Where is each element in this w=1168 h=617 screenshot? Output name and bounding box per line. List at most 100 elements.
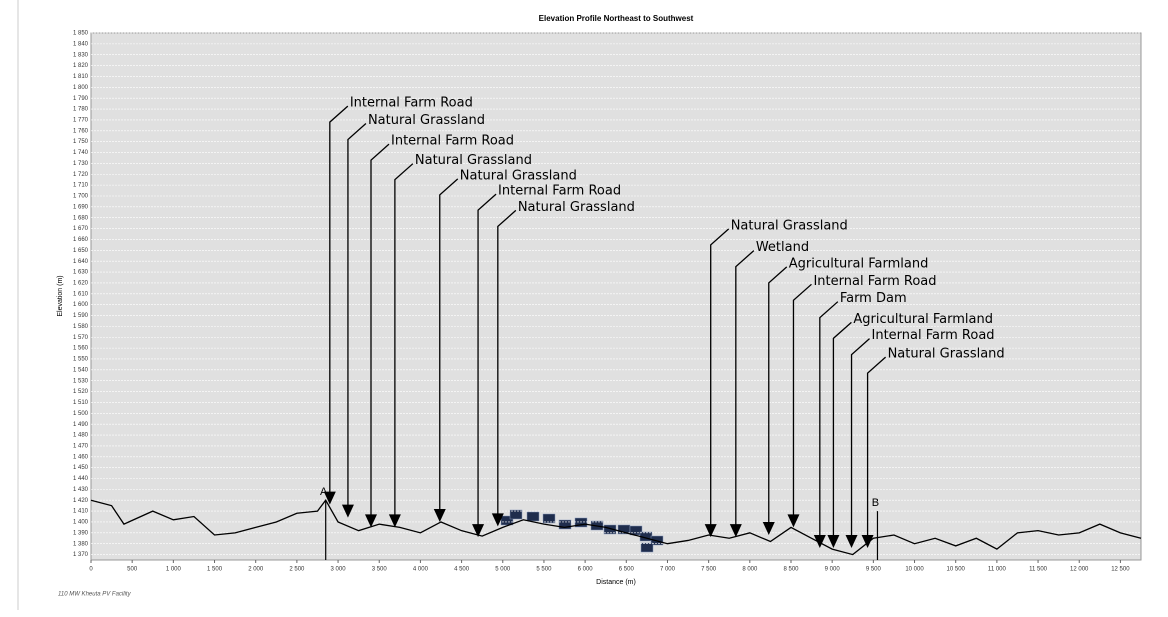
annotation-arrowhead: [365, 514, 377, 528]
annotation-leader: [477, 193, 497, 526]
y-tick-label: 1 810: [73, 74, 89, 80]
annotation-label: Natural Grassland: [888, 347, 1005, 362]
annotation-label: Internal Farm Road: [498, 184, 621, 199]
annotation-arrowhead: [845, 535, 858, 549]
y-tick-label: 1 830: [73, 52, 89, 58]
x-tick-label: 9 000: [825, 567, 841, 573]
x-tick-label: 4 000: [413, 567, 429, 573]
y-tick-label: 1 540: [73, 367, 89, 373]
y-tick-label: 1 490: [73, 422, 89, 428]
annotation-label: Natural Grassland: [460, 168, 577, 183]
y-tick-label: 1 480: [73, 433, 89, 439]
annotation-arrowhead: [787, 514, 800, 528]
y-tick-label: 1 450: [73, 465, 89, 471]
y-tick-label: 1 520: [73, 389, 89, 395]
annotation-label: Internal Farm Road: [813, 274, 936, 289]
y-tick-label: 1 500: [73, 411, 89, 417]
x-tick-label: 5 500: [536, 567, 552, 573]
y-tick-label: 1 410: [73, 509, 89, 515]
y-tick-label: 1 570: [73, 335, 89, 341]
x-tick-label: 7 500: [701, 567, 717, 573]
annotation-label: Agricultural Farmland: [853, 312, 993, 327]
x-tick-label: 0: [89, 567, 93, 573]
x-tick-label: 12 000: [1070, 567, 1089, 573]
x-tick-label: 10 500: [947, 567, 966, 573]
footer: 110 MW Kheuta PV Facility: [58, 592, 132, 598]
x-tick-label: 9 500: [866, 567, 882, 573]
y-tick-label: 1 720: [73, 172, 89, 178]
annotation-leader: [735, 250, 755, 526]
elevation-line: [90, 499, 1142, 556]
x-tick-label: 6 000: [578, 567, 594, 573]
x-tick-label: 11 500: [1029, 567, 1048, 573]
y-tick-label: 1 440: [73, 476, 89, 482]
y-tick-label: 1 690: [73, 204, 89, 210]
annotation-leader: [329, 105, 349, 493]
y-tick-label: 1 700: [73, 194, 89, 200]
annotation-arrowhead: [762, 522, 775, 536]
y-tick-label: 1 510: [73, 400, 89, 406]
annotation-leader: [347, 123, 367, 506]
annotation-leader: [819, 301, 839, 537]
x-tick-label: 7 000: [660, 567, 676, 573]
annotation-arrowhead: [491, 513, 504, 527]
y-tick-label: 1 780: [73, 107, 89, 113]
x-axis-label: Distance (m): [596, 579, 636, 586]
y-axis-label: Elevation (m): [57, 275, 64, 316]
annotation-label: Wetland: [756, 240, 809, 255]
y-tick-label: 1 460: [73, 454, 89, 460]
y-tick-label: 1 430: [73, 487, 89, 493]
y-tick-label: 1 790: [73, 96, 89, 102]
y-tick-label: 1 380: [73, 541, 89, 547]
y-tick-label: 1 470: [73, 443, 89, 449]
x-tick-label: 10 000: [905, 567, 924, 573]
annotation-label: Natural Grassland: [368, 113, 485, 128]
y-tick-label: 1 650: [73, 248, 89, 254]
point-label: A: [320, 486, 328, 498]
y-tick-label: 1 840: [73, 41, 89, 47]
y-tick-label: 1 600: [73, 302, 89, 308]
y-tick-label: 1 800: [73, 85, 89, 91]
y-tick-label: 1 680: [73, 215, 89, 221]
y-tick-label: 1 770: [73, 118, 89, 124]
y-tick-label: 1 850: [73, 31, 89, 37]
annotation-leader: [866, 356, 887, 537]
x-tick-label: 8 500: [783, 567, 799, 573]
annotation-label: Farm Dam: [840, 291, 907, 306]
y-tick-label: 1 660: [73, 237, 89, 243]
y-tick-label: 1 590: [73, 313, 89, 319]
y-tick-label: 1 760: [73, 128, 89, 134]
annotation-arrowhead: [472, 524, 485, 538]
annotation-leader: [768, 266, 788, 524]
x-tick-label: 3 000: [331, 567, 347, 573]
y-tick-label: 1 750: [73, 139, 89, 145]
y-tick-label: 1 390: [73, 530, 89, 536]
y-tick-label: 1 640: [73, 259, 89, 265]
annotation-arrowhead: [704, 524, 717, 538]
y-tick-label: 1 710: [73, 183, 89, 189]
annotation-label: Internal Farm Road: [391, 134, 514, 149]
y-tick-label: 1 610: [73, 291, 89, 297]
x-tick-label: 8 000: [742, 567, 758, 573]
annotation-arrowhead: [729, 524, 742, 538]
annotation-label: Agricultural Farmland: [789, 256, 929, 271]
y-tick-label: 1 740: [73, 150, 89, 156]
annotation-arrowhead: [323, 491, 336, 505]
annotation-label: Natural Grassland: [518, 200, 635, 215]
annotation-label: Internal Farm Road: [350, 96, 473, 111]
x-tick-label: 11 000: [988, 567, 1007, 573]
x-tick-label: 1 500: [207, 567, 223, 573]
y-tick-label: 1 630: [73, 270, 89, 276]
annotation-arrowhead: [433, 508, 446, 522]
y-tick-label: 1 580: [73, 324, 89, 330]
point-label: B: [872, 497, 879, 509]
annotation-leader: [710, 228, 730, 526]
y-tick-label: 1 730: [73, 161, 89, 167]
y-tick-label: 1 530: [73, 378, 89, 384]
y-tick-label: 1 370: [73, 552, 89, 558]
plot-area: [90, 32, 1142, 561]
annotation-label: Natural Grassland: [415, 153, 532, 168]
annotation-leader: [394, 163, 414, 516]
x-tick-label: 1 000: [166, 567, 182, 573]
